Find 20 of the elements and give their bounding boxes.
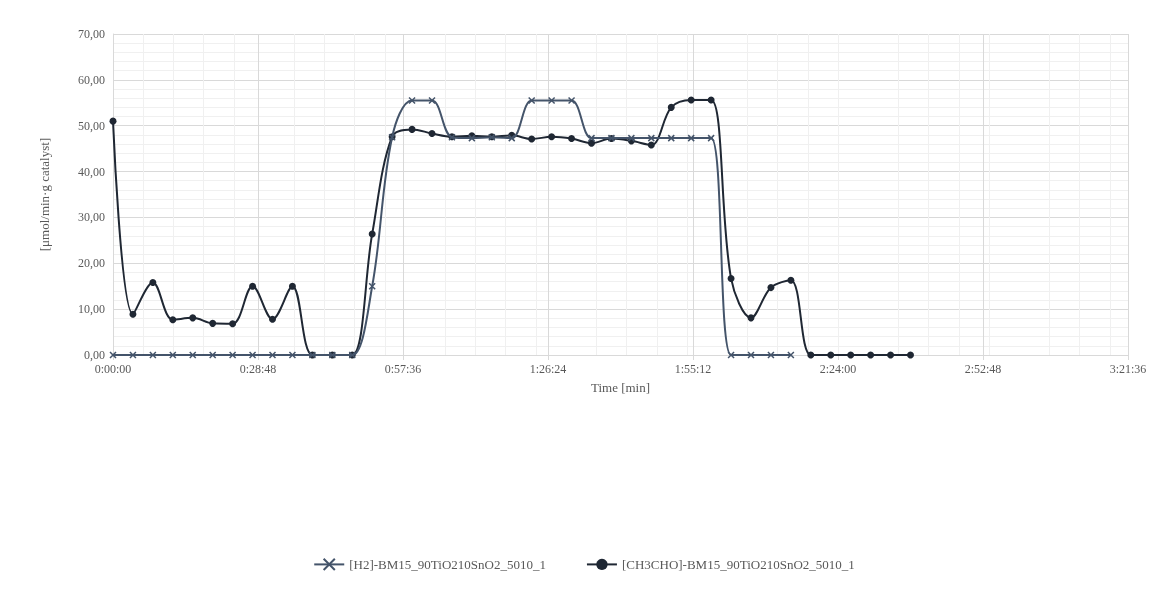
legend-label: [H2]-BM15_90TiO210SnO2_5010_1	[349, 556, 546, 572]
x-tick-label: 2:52:48	[964, 362, 1002, 376]
x-tick-label: 1:55:12	[674, 362, 712, 376]
y-axis-title: [μmol/min·g catalyst]	[37, 137, 52, 252]
y-tick-label: 40,00	[78, 164, 105, 179]
y-tick-label: 0,00	[84, 348, 105, 362]
x-tick-label: 0:57:36	[384, 362, 422, 376]
y-tick-label: 20,00	[78, 256, 105, 271]
y-tick-label: 50,00	[78, 118, 105, 133]
x-tick-label: 3:21:36	[1109, 362, 1147, 376]
y-tick-label: 60,00	[78, 72, 105, 87]
x-tick-label: 0:00:00	[94, 362, 132, 376]
x-tick-label: 0:28:48	[239, 362, 277, 376]
y-tick-label: 10,00	[78, 302, 105, 317]
x-tick-label: 1:26:24	[529, 362, 567, 376]
y-tick-label: 30,00	[78, 210, 105, 225]
y-tick-label: 70,00	[78, 27, 105, 41]
x-tick-label: 2:24:00	[819, 362, 857, 376]
x-axis-title: Time [min]	[590, 380, 651, 395]
legend-label: [CH3CHO]-BM15_90TiO210SnO2_5010_1	[621, 556, 855, 572]
